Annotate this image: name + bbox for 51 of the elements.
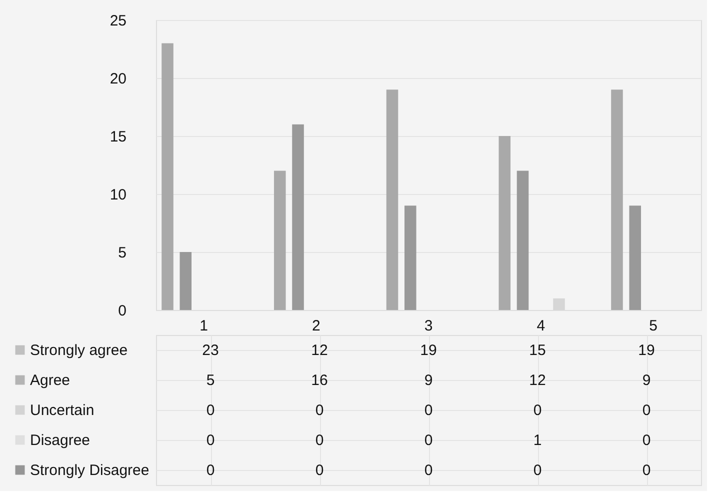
x-tick-label: 2 <box>312 318 320 334</box>
bar <box>180 252 192 310</box>
x-tick-label: 3 <box>424 318 433 334</box>
legend-label: Strongly agree <box>30 342 128 359</box>
data-label: 0 <box>206 402 215 419</box>
data-label: 12 <box>529 372 546 389</box>
x-tick-label: 4 <box>536 318 546 334</box>
legend-label: Agree <box>30 372 70 389</box>
data-label: 0 <box>206 432 215 449</box>
data-label: 1 <box>533 432 542 449</box>
data-label: 0 <box>533 402 542 419</box>
data-label: 19 <box>638 342 655 359</box>
y-tick-label: 15 <box>110 128 126 146</box>
data-label: 0 <box>642 432 651 449</box>
data-label: 0 <box>424 432 433 449</box>
data-label: 9 <box>642 372 651 389</box>
y-tick-label: 0 <box>118 302 126 320</box>
x-tick-label: 5 <box>649 318 658 334</box>
data-label: 0 <box>642 402 651 419</box>
legend-label: Disagree <box>30 432 90 449</box>
y-tick-label: 10 <box>110 186 126 204</box>
data-label: 23 <box>202 342 219 359</box>
bar <box>162 43 174 310</box>
data-label: 0 <box>206 462 215 479</box>
x-tick-label: 1 <box>200 318 208 334</box>
bar <box>386 90 398 310</box>
data-label: 0 <box>315 402 324 419</box>
bar <box>292 124 304 310</box>
data-label: 19 <box>420 342 437 359</box>
data-label: 16 <box>311 372 328 389</box>
y-tick-label: 20 <box>110 70 126 88</box>
data-label: 0 <box>315 432 324 449</box>
data-label: 0 <box>315 462 324 479</box>
data-label: 0 <box>533 462 542 479</box>
bar <box>611 90 623 310</box>
data-label: 12 <box>311 342 328 359</box>
data-label: 5 <box>206 372 215 389</box>
bar <box>274 170 286 310</box>
legend-label: Uncertain <box>30 402 94 419</box>
y-tick-label: 5 <box>118 244 126 262</box>
data-label: 15 <box>529 342 546 359</box>
bar <box>516 170 529 310</box>
bar <box>498 136 511 310</box>
data-label: 9 <box>424 372 433 389</box>
legend-label: Strongly Disagree <box>30 462 150 479</box>
bar <box>404 206 416 310</box>
data-label: 0 <box>642 462 651 479</box>
y-tick-label: 25 <box>110 12 126 30</box>
bar <box>629 206 642 310</box>
data-label: 0 <box>424 402 433 419</box>
data-label: 0 <box>424 462 433 479</box>
